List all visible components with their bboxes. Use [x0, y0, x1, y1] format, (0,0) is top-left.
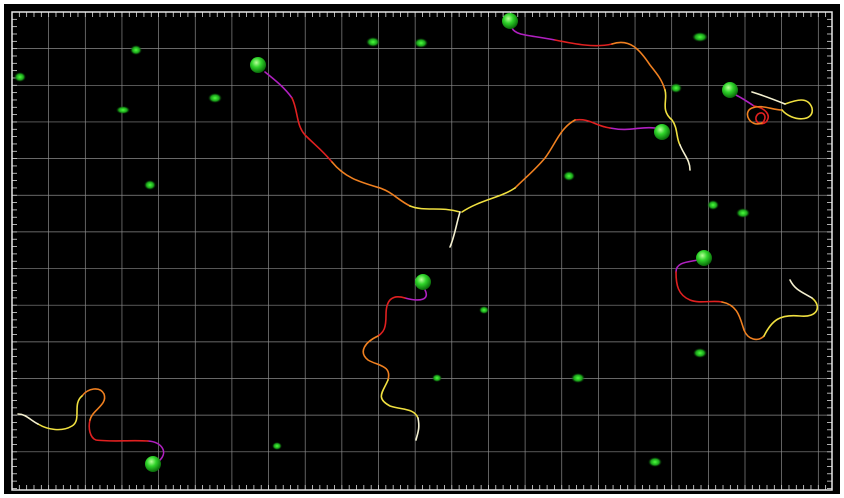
particle	[414, 38, 428, 48]
track	[291, 97, 333, 163]
particle	[692, 32, 708, 42]
track	[409, 205, 461, 213]
particle	[670, 83, 682, 93]
bead	[722, 82, 738, 98]
track	[554, 39, 613, 47]
track	[331, 161, 411, 207]
bead	[654, 124, 670, 140]
track	[88, 419, 149, 442]
background	[4, 4, 840, 494]
track	[380, 379, 419, 419]
track	[514, 119, 576, 189]
track	[609, 126, 656, 131]
track	[751, 91, 786, 105]
track	[147, 440, 165, 461]
frame	[11, 11, 833, 491]
track	[675, 271, 723, 303]
particle	[479, 306, 489, 314]
tracks	[17, 27, 819, 461]
particle	[144, 180, 156, 190]
track	[746, 105, 783, 125]
particle	[648, 457, 662, 467]
track	[763, 297, 819, 337]
track	[611, 41, 666, 91]
particle	[432, 374, 442, 382]
bead	[415, 274, 431, 290]
track	[675, 259, 699, 273]
track	[461, 187, 516, 213]
track	[753, 105, 769, 125]
track	[574, 118, 611, 129]
particle	[707, 200, 719, 210]
particle	[571, 373, 585, 383]
bead	[696, 250, 712, 266]
particle	[736, 208, 750, 218]
track	[449, 211, 461, 248]
beads	[145, 13, 738, 472]
particle	[563, 171, 575, 181]
particle	[14, 72, 26, 82]
track	[735, 94, 755, 107]
track	[721, 301, 765, 341]
track	[81, 388, 106, 421]
bead	[145, 456, 161, 472]
track	[362, 335, 390, 381]
track	[17, 413, 39, 425]
particles	[14, 32, 750, 467]
track	[377, 296, 406, 337]
particle	[693, 348, 707, 358]
bead	[250, 57, 266, 73]
track	[37, 395, 83, 431]
track	[415, 417, 420, 441]
track	[789, 279, 813, 299]
particle	[116, 106, 130, 114]
particle	[366, 37, 380, 47]
track	[511, 27, 556, 41]
bead	[502, 13, 518, 29]
track	[404, 289, 427, 301]
track	[679, 144, 691, 171]
particle	[208, 93, 222, 103]
track	[781, 99, 813, 120]
particle	[272, 442, 282, 450]
track	[664, 89, 681, 146]
particle	[130, 45, 142, 55]
track	[264, 71, 293, 99]
